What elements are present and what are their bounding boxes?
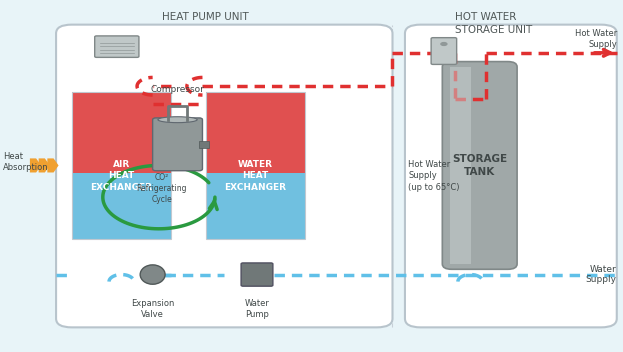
FancyBboxPatch shape (405, 25, 617, 327)
Text: WATER
HEAT
EXCHANGER: WATER HEAT EXCHANGER (224, 161, 287, 191)
Text: HEAT PUMP UNIT: HEAT PUMP UNIT (162, 12, 249, 22)
Text: Water
Supply: Water Supply (586, 265, 617, 284)
FancyBboxPatch shape (431, 38, 457, 64)
Text: Water
Pump: Water Pump (244, 299, 269, 319)
Text: HOT WATER
STORAGE UNIT: HOT WATER STORAGE UNIT (455, 12, 532, 35)
FancyBboxPatch shape (450, 67, 471, 264)
Text: Expansion
Valve: Expansion Valve (131, 299, 174, 319)
FancyBboxPatch shape (56, 25, 392, 327)
FancyBboxPatch shape (95, 36, 139, 57)
Ellipse shape (140, 265, 165, 284)
FancyArrow shape (39, 158, 50, 172)
FancyBboxPatch shape (206, 173, 305, 239)
FancyBboxPatch shape (72, 92, 171, 173)
Text: Hot Water
Supply
(up to 65°C): Hot Water Supply (up to 65°C) (408, 161, 460, 191)
FancyBboxPatch shape (199, 141, 209, 148)
FancyBboxPatch shape (241, 263, 273, 286)
Circle shape (440, 42, 447, 46)
FancyArrow shape (30, 158, 41, 172)
Ellipse shape (158, 117, 197, 122)
FancyBboxPatch shape (442, 62, 517, 269)
FancyBboxPatch shape (206, 92, 305, 173)
Text: Hot Water
Supply: Hot Water Supply (574, 29, 617, 49)
Text: AIR
HEAT
EXCHANGER: AIR HEAT EXCHANGER (90, 161, 153, 191)
FancyBboxPatch shape (72, 173, 171, 239)
FancyBboxPatch shape (153, 118, 202, 171)
Text: Heat
Absorption: Heat Absorption (3, 152, 49, 172)
FancyArrow shape (47, 158, 59, 172)
Text: CO²
Refrigerating
Cycle: CO² Refrigerating Cycle (136, 173, 188, 204)
Text: Compressor: Compressor (151, 85, 204, 94)
Text: STORAGE
TANK: STORAGE TANK (452, 154, 507, 177)
